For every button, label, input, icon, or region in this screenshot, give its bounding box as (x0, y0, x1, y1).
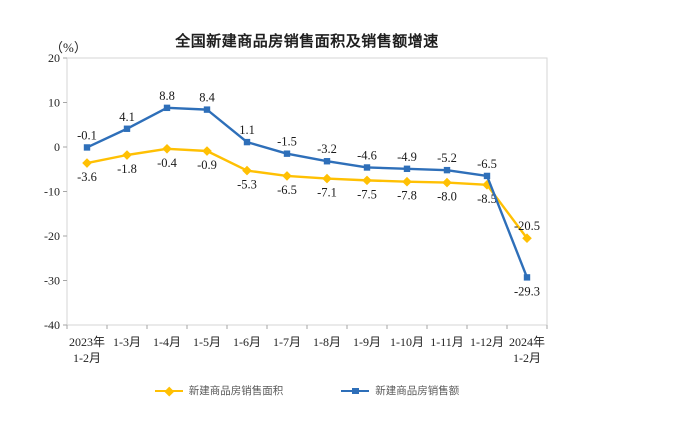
legend-item-sales-amount: 新建商品房销售额 (341, 383, 459, 398)
data-point-label: 1.1 (239, 123, 255, 137)
data-point-marker (483, 172, 491, 180)
data-point-label: 8.8 (159, 89, 175, 103)
y-axis-tick-label: 10 (48, 96, 60, 110)
data-point-label: -7.8 (397, 189, 417, 203)
x-axis-tick-label: 1-11月 (430, 335, 464, 349)
y-axis-tick-label: -20 (44, 229, 60, 243)
data-point-marker (202, 146, 212, 156)
sales-area-line-icon (154, 386, 183, 396)
data-point-marker (363, 164, 371, 171)
y-axis-tick-label: 0 (54, 140, 60, 154)
x-axis-tick-label: 1-4月 (153, 335, 181, 349)
x-axis-tick-label: 1-8月 (313, 335, 341, 349)
x-axis-tick-label: 1-2月 (73, 351, 101, 365)
data-point-label: -0.4 (157, 156, 178, 170)
plot-border (66, 57, 548, 326)
data-point-label: -1.8 (117, 162, 137, 176)
data-point-label: -8.5 (477, 192, 497, 206)
chart-title: 全国新建商品房销售面积及销售额增速 (175, 33, 439, 50)
data-point-label: -5.3 (237, 178, 257, 192)
data-point-marker (282, 171, 292, 181)
data-point-label: -20.5 (514, 219, 540, 233)
x-axis-tick-label: 2024年 (509, 335, 545, 349)
data-point-label: -3.2 (317, 142, 337, 156)
square-marker-icon (352, 387, 359, 394)
data-point-marker (442, 177, 452, 188)
sales-amount-legend-label: 新建商品房销售额 (375, 385, 460, 397)
data-point-label: -0.9 (197, 158, 217, 172)
data-point-label: -3.6 (77, 170, 97, 184)
data-point-marker (243, 138, 251, 146)
data-point-marker (403, 165, 411, 173)
data-point-marker (242, 165, 252, 176)
x-axis-tick-label: 2023年 (69, 335, 105, 349)
data-point-marker (443, 166, 451, 174)
data-point-label: -1.5 (277, 135, 297, 149)
legend: 新建商品房销售面积 新建商品房销售额 (67, 383, 547, 398)
data-point-marker (83, 144, 91, 151)
sales-amount-line-icon (341, 386, 370, 396)
series-line (85, 147, 529, 240)
data-point-label: -7.5 (357, 187, 377, 201)
series-line (85, 106, 529, 279)
data-point-label: -4.9 (397, 150, 417, 164)
data-point-label: 8.4 (199, 91, 215, 105)
data-point-marker (323, 158, 331, 165)
data-point-label: -7.1 (317, 186, 337, 200)
data-point-marker (203, 106, 211, 113)
y-axis-tick-label: -30 (44, 274, 60, 288)
data-point-marker (523, 274, 531, 281)
data-point-marker (163, 104, 171, 112)
y-axis-tick-label: 20 (48, 51, 60, 65)
x-axis-tick-label: 1-9月 (353, 335, 381, 349)
data-point-label: -4.6 (357, 148, 377, 162)
sales-area-legend-label: 新建商品房销售面积 (188, 385, 284, 397)
data-point-label: -8.0 (437, 190, 457, 204)
y-axis-tick-label: -40 (44, 318, 60, 332)
data-point-marker (362, 175, 372, 186)
x-axis-tick-label: 1-5月 (193, 335, 221, 349)
x-axis-tick-label: 1-10月 (390, 335, 424, 349)
diamond-marker-icon (164, 386, 174, 396)
data-point-marker (322, 173, 332, 184)
x-axis-tick-label: 1-12月 (470, 335, 504, 349)
data-point-marker (82, 158, 92, 168)
legend-item-sales-area: 新建商品房销售面积 (154, 383, 284, 398)
data-point-label: -5.2 (437, 151, 457, 165)
data-point-marker (162, 143, 172, 154)
x-axis-tick-label: 1-2月 (513, 351, 541, 365)
data-point-marker (122, 150, 132, 160)
data-point-label: -6.5 (477, 157, 497, 171)
data-point-marker (123, 125, 131, 132)
y-axis-tick-label: -10 (44, 185, 60, 199)
data-point-label: -29.3 (514, 284, 540, 298)
y-axis-unit-label: （%） (50, 40, 87, 55)
x-axis-tick-label: 1-7月 (273, 335, 301, 349)
data-point-marker (402, 176, 412, 187)
x-axis-tick-label: 1-6月 (233, 335, 261, 349)
data-point-label: -0.1 (77, 128, 97, 142)
x-axis-tick-label: 1-3月 (113, 335, 141, 349)
data-point-marker (283, 150, 291, 157)
data-point-label: 4.1 (119, 110, 135, 124)
data-point-label: -6.5 (277, 183, 297, 197)
